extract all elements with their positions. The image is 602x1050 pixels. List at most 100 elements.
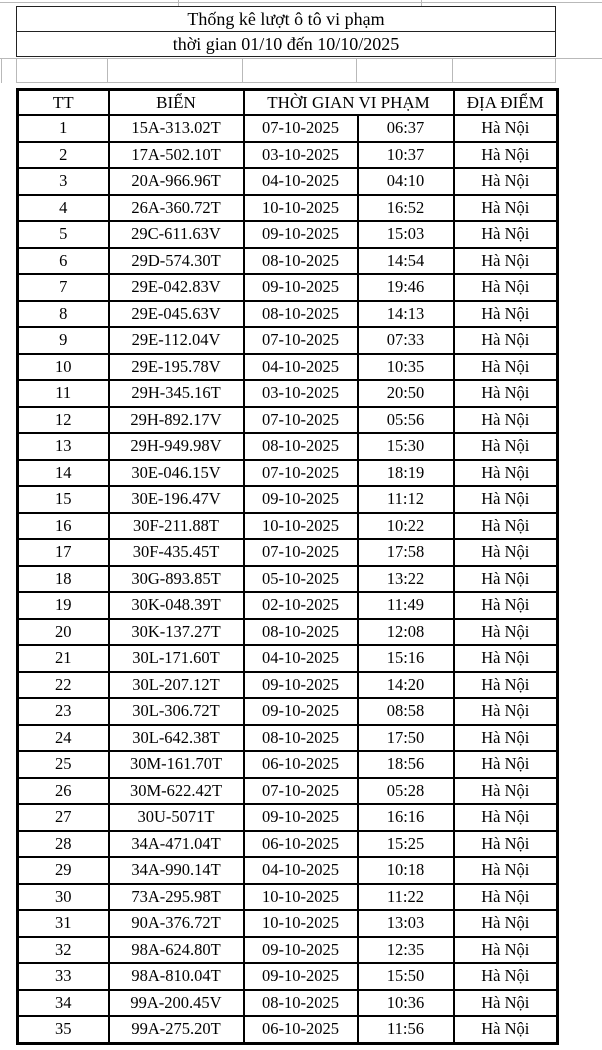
time-cell: 19:46: [356, 273, 455, 302]
location-cell: Hà Nội: [452, 750, 559, 779]
time-cell: 11:12: [356, 485, 455, 514]
plate-cell: 73A-295.98T: [107, 882, 245, 911]
location-cell: Hà Nội: [452, 273, 559, 302]
time-cell: 05:28: [356, 776, 455, 805]
header-plate: BIỂN: [107, 88, 245, 116]
time-cell: 10:37: [356, 140, 455, 169]
date-cell: 10-10-2025: [242, 882, 359, 911]
table-row: 21 30L-171.60T 04-10-2025 15:16 Hà Nội: [16, 644, 559, 673]
plate-cell: 20A-966.96T: [107, 167, 245, 196]
plate-cell: 98A-624.80T: [107, 935, 245, 964]
violations-table: TT BIỂN THỜI GIAN VI PHẠM ĐỊA ĐIỂM 1 15A…: [16, 88, 560, 1045]
table-row: 19 30K-048.39T 02-10-2025 11:49 Hà Nội: [16, 591, 559, 620]
location-cell: Hà Nội: [452, 803, 559, 832]
location-cell: Hà Nội: [452, 697, 559, 726]
date-cell: 04-10-2025: [242, 644, 359, 673]
plate-cell: 29E-195.78V: [107, 352, 245, 381]
location-cell: Hà Nội: [452, 299, 559, 328]
plate-cell: 29H-949.98V: [107, 432, 245, 461]
location-cell: Hà Nội: [452, 776, 559, 805]
row-index-cell: 20: [16, 617, 110, 646]
table-row: 31 90A-376.72T 10-10-2025 13:03 Hà Nội: [16, 909, 559, 938]
row-index-cell: 19: [16, 591, 110, 620]
table-row: 35 99A-275.20T 06-10-2025 11:56 Hà Nội: [16, 1015, 559, 1044]
date-cell: 08-10-2025: [242, 988, 359, 1017]
table-row: 7 29E-042.83V 09-10-2025 19:46 Hà Nội: [16, 273, 559, 302]
location-cell: Hà Nội: [452, 856, 559, 885]
table-row: 25 30M-161.70T 06-10-2025 18:56 Hà Nội: [16, 750, 559, 779]
date-cell: 07-10-2025: [242, 776, 359, 805]
row-index-cell: 5: [16, 220, 110, 249]
time-cell: 08:58: [356, 697, 455, 726]
table-row: 18 30G-893.85T 05-10-2025 13:22 Hà Nội: [16, 564, 559, 593]
time-cell: 04:10: [356, 167, 455, 196]
plate-cell: 17A-502.10T: [107, 140, 245, 169]
plate-cell: 26A-360.72T: [107, 193, 245, 222]
date-cell: 07-10-2025: [242, 326, 359, 355]
date-cell: 09-10-2025: [242, 220, 359, 249]
time-cell: 20:50: [356, 379, 455, 408]
grid-tick: [178, 0, 179, 6]
table-row: 11 29H-345.16T 03-10-2025 20:50 Hà Nội: [16, 379, 559, 408]
location-cell: Hà Nội: [452, 220, 559, 249]
location-cell: Hà Nội: [452, 458, 559, 487]
time-cell: 10:35: [356, 352, 455, 381]
date-cell: 08-10-2025: [242, 299, 359, 328]
date-cell: 09-10-2025: [242, 273, 359, 302]
table-row: 12 29H-892.17V 07-10-2025 05:56 Hà Nội: [16, 405, 559, 434]
location-cell: Hà Nội: [452, 617, 559, 646]
location-cell: Hà Nội: [452, 564, 559, 593]
row-index-cell: 11: [16, 379, 110, 408]
date-cell: 09-10-2025: [242, 935, 359, 964]
row-index-cell: 16: [16, 511, 110, 540]
date-cell: 04-10-2025: [242, 167, 359, 196]
plate-cell: 99A-200.45V: [107, 988, 245, 1017]
date-cell: 08-10-2025: [242, 617, 359, 646]
plate-cell: 34A-990.14T: [107, 856, 245, 885]
location-cell: Hà Nội: [452, 591, 559, 620]
time-cell: 06:37: [356, 114, 455, 143]
row-index-cell: 21: [16, 644, 110, 673]
date-cell: 08-10-2025: [242, 246, 359, 275]
plate-cell: 30F-435.45T: [107, 538, 245, 567]
location-cell: Hà Nội: [452, 485, 559, 514]
table-row: 2 17A-502.10T 03-10-2025 10:37 Hà Nội: [16, 140, 559, 169]
plate-cell: 34A-471.04T: [107, 829, 245, 858]
location-cell: Hà Nội: [452, 352, 559, 381]
plate-cell: 30U-5071T: [107, 803, 245, 832]
plate-cell: 29D-574.30T: [107, 246, 245, 275]
plate-cell: 30E-196.47V: [107, 485, 245, 514]
date-cell: 09-10-2025: [242, 803, 359, 832]
table-header-row: TT BIỂN THỜI GIAN VI PHẠM ĐỊA ĐIỂM: [16, 88, 559, 116]
table-row: 10 29E-195.78V 04-10-2025 10:35 Hà Nội: [16, 352, 559, 381]
empty-grid-cell: [356, 58, 452, 83]
left-gridline-stub: [1, 58, 2, 83]
header-violation-time: THỜI GIAN VI PHẠM: [242, 88, 455, 116]
location-cell: Hà Nội: [452, 140, 559, 169]
time-cell: 16:52: [356, 193, 455, 222]
time-cell: 10:22: [356, 511, 455, 540]
location-cell: Hà Nội: [452, 193, 559, 222]
date-cell: 03-10-2025: [242, 379, 359, 408]
time-cell: 14:54: [356, 246, 455, 275]
document-title: Thống kê lượt ô tô vi phạm: [17, 7, 555, 32]
location-cell: Hà Nội: [452, 432, 559, 461]
violations-tbody: 1 15A-313.02T 07-10-2025 06:37 Hà Nội 2 …: [16, 114, 559, 1044]
location-cell: Hà Nội: [452, 962, 559, 991]
date-cell: 04-10-2025: [242, 856, 359, 885]
row-index-cell: 10: [16, 352, 110, 381]
location-cell: Hà Nội: [452, 644, 559, 673]
plate-cell: 30K-048.39T: [107, 591, 245, 620]
table-row: 17 30F-435.45T 07-10-2025 17:58 Hà Nội: [16, 538, 559, 567]
top-gridline: [0, 2, 602, 3]
time-cell: 05:56: [356, 405, 455, 434]
location-cell: Hà Nội: [452, 723, 559, 752]
table-row: 16 30F-211.88T 10-10-2025 10:22 Hà Nội: [16, 511, 559, 540]
row-index-cell: 13: [16, 432, 110, 461]
time-cell: 15:03: [356, 220, 455, 249]
plate-cell: 30M-622.42T: [107, 776, 245, 805]
location-cell: Hà Nội: [452, 882, 559, 911]
row-index-cell: 32: [16, 935, 110, 964]
location-cell: Hà Nội: [452, 405, 559, 434]
table-row: 34 99A-200.45V 08-10-2025 10:36 Hà Nội: [16, 988, 559, 1017]
